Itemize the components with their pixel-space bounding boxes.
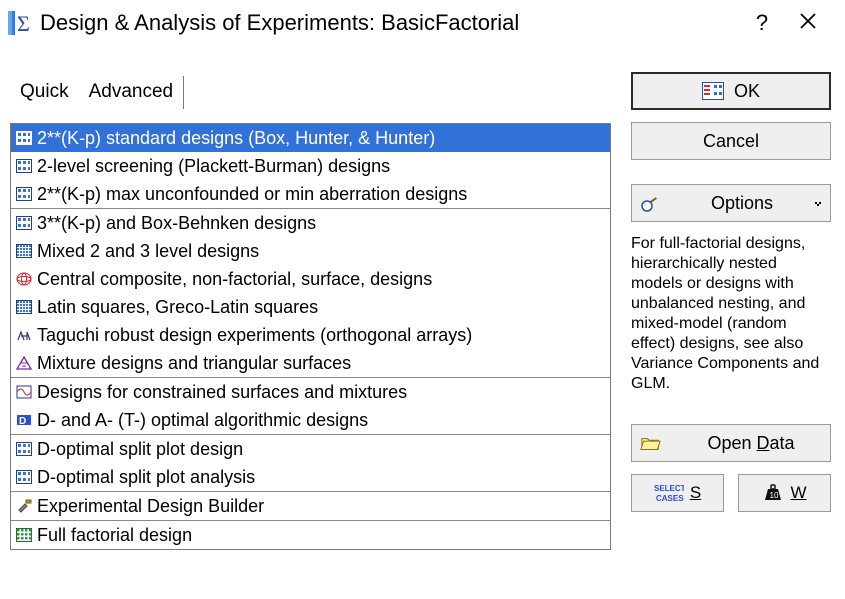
grid-dense-icon xyxy=(15,299,33,315)
ok-label: OK xyxy=(734,81,760,102)
design-list-item-label: D-optimal split plot design xyxy=(37,437,243,461)
design-list-item-label: 2**(K-p) max unconfounded or min aberrat… xyxy=(37,182,467,206)
design-list-item-label: Mixture designs and triangular surfaces xyxy=(37,351,351,375)
left-column: Quick Advanced 2**(K-p) standard designs… xyxy=(10,56,631,550)
design-list[interactable]: 2**(K-p) standard designs (Box, Hunter, … xyxy=(10,123,611,550)
constrained-icon xyxy=(15,384,33,400)
design-list-item[interactable]: Mixed 2 and 3 level designs xyxy=(11,237,610,265)
svg-text:D: D xyxy=(19,416,26,427)
design-list-item-label: Taguchi robust design experiments (ortho… xyxy=(37,323,472,347)
weights-label: W xyxy=(790,483,806,503)
app-sigma-icon: Σ xyxy=(6,9,34,37)
right-column: OK Cancel Options For fu xyxy=(631,56,831,550)
design-list-item-label: Experimental Design Builder xyxy=(37,494,264,518)
design-list-item[interactable]: 3**(K-p) and Box-Behnken designs xyxy=(11,209,610,237)
svg-text:SELECT: SELECT xyxy=(654,484,684,493)
design-list-item-label: 3**(K-p) and Box-Behnken designs xyxy=(37,211,316,235)
design-list-item-label: D-optimal split plot analysis xyxy=(37,465,255,489)
design-list-item[interactable]: Taguchi robust design experiments (ortho… xyxy=(11,321,610,349)
info-text: For full-factorial designs, hierarchical… xyxy=(631,234,831,394)
design-list-item[interactable]: 2-level screening (Plackett-Burman) desi… xyxy=(11,152,610,180)
dialog-window: Σ Design & Analysis of Experiments: Basi… xyxy=(0,0,845,599)
options-dropdown-icon xyxy=(812,193,822,214)
open-data-suffix: ata xyxy=(770,433,795,453)
tab-advanced[interactable]: Advanced xyxy=(79,76,185,109)
triangle-icon xyxy=(15,355,33,371)
taguchi-icon xyxy=(15,327,33,343)
design-list-item-label: 2**(K-p) standard designs (Box, Hunter, … xyxy=(37,126,435,150)
design-list-item[interactable]: D-optimal split plot analysis xyxy=(11,463,610,491)
svg-text:Σ: Σ xyxy=(17,11,30,36)
design-list-item[interactable]: D-optimal split plot design xyxy=(11,435,610,463)
design-list-item-label: Full factorial design xyxy=(37,523,192,547)
grid-blue-icon xyxy=(15,130,33,146)
grid-dense-icon xyxy=(15,243,33,259)
grid-blue-icon xyxy=(15,158,33,174)
open-data-button[interactable]: Open Data xyxy=(631,424,831,462)
cancel-button[interactable]: Cancel xyxy=(631,122,831,160)
tab-strip: Quick Advanced xyxy=(10,76,611,109)
close-button[interactable] xyxy=(785,10,831,36)
grid-blue-icon xyxy=(15,215,33,231)
svg-text:10: 10 xyxy=(770,491,779,500)
design-list-item[interactable]: D D- and A- (T-) optimal algorithmic des… xyxy=(11,406,610,434)
select-cases-icon: SELECT CASES xyxy=(654,482,684,504)
design-list-item[interactable]: Mixture designs and triangular surfaces xyxy=(11,349,610,377)
tools-icon xyxy=(15,498,33,514)
select-cases-button[interactable]: SELECT CASES S xyxy=(631,474,724,512)
window-title: Design & Analysis of Experiments: BasicF… xyxy=(40,10,739,36)
design-list-item-label: D- and A- (T-) optimal algorithmic desig… xyxy=(37,408,368,432)
weights-button[interactable]: 10 W xyxy=(738,474,831,512)
weight-icon: 10 xyxy=(762,483,784,503)
d-opt-icon: D xyxy=(15,412,33,428)
design-list-item[interactable]: Experimental Design Builder xyxy=(11,492,610,520)
design-list-item[interactable]: 2**(K-p) max unconfounded or min aberrat… xyxy=(11,180,610,208)
dialog-body: Quick Advanced 2**(K-p) standard designs… xyxy=(0,46,845,550)
grid-blue-icon xyxy=(15,469,33,485)
options-button[interactable]: Options xyxy=(631,184,831,222)
options-label: Options xyxy=(672,193,812,214)
folder-open-icon xyxy=(640,433,662,453)
ok-button[interactable]: OK xyxy=(631,72,831,110)
design-list-item[interactable]: 2**(K-p) standard designs (Box, Hunter, … xyxy=(11,124,610,152)
grid-blue-icon xyxy=(15,441,33,457)
design-list-item[interactable]: Latin squares, Greco-Latin squares xyxy=(11,293,610,321)
small-buttons: SELECT CASES S 10 W xyxy=(631,474,831,512)
open-data-label: Open Data xyxy=(672,433,830,454)
open-data-mnemonic: D xyxy=(757,433,770,453)
design-list-item-label: Designs for constrained surfaces and mix… xyxy=(37,380,407,404)
matrix-green-icon xyxy=(15,527,33,543)
design-list-item[interactable]: Full factorial design xyxy=(11,521,610,549)
design-list-item-label: 2-level screening (Plackett-Burman) desi… xyxy=(37,154,390,178)
cancel-label: Cancel xyxy=(703,131,759,152)
tab-quick[interactable]: Quick xyxy=(10,76,79,109)
sphere-red-icon xyxy=(15,271,33,287)
design-list-item[interactable]: Designs for constrained surfaces and mix… xyxy=(11,378,610,406)
grid-blue-icon xyxy=(15,186,33,202)
svg-text:CASES: CASES xyxy=(656,494,684,503)
ok-icon xyxy=(702,81,724,101)
help-button[interactable]: ? xyxy=(739,10,785,36)
titlebar: Σ Design & Analysis of Experiments: Basi… xyxy=(0,0,845,46)
options-icon xyxy=(640,193,662,213)
design-list-item[interactable]: Central composite, non-factorial, surfac… xyxy=(11,265,610,293)
select-cases-label: S xyxy=(690,483,701,503)
design-list-item-label: Latin squares, Greco-Latin squares xyxy=(37,295,318,319)
open-data-prefix: Open xyxy=(707,433,756,453)
design-list-item-label: Central composite, non-factorial, surfac… xyxy=(37,267,432,291)
design-list-item-label: Mixed 2 and 3 level designs xyxy=(37,239,259,263)
